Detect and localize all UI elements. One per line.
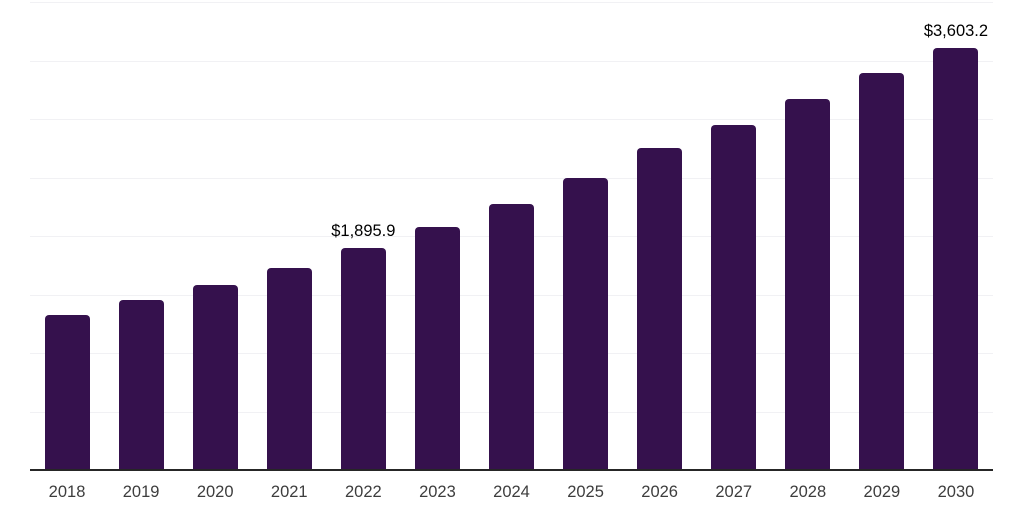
gridline — [30, 119, 993, 120]
bar-2021 — [266, 268, 312, 470]
x-tick-label-2028: 2028 — [789, 483, 827, 501]
x-tick-label-2024: 2024 — [493, 483, 530, 501]
x-tick-label-2023: 2023 — [419, 483, 456, 501]
x-tick-label-2022: 2022 — [344, 483, 382, 501]
x-tick-label-2018: 2018 — [48, 483, 86, 501]
plot-area: $1,895.9 $3,603.2 — [30, 2, 993, 470]
value-label-2022: $1,895.9 — [331, 222, 396, 241]
gridline — [30, 60, 993, 62]
bar-2027 — [711, 124, 757, 470]
bar-2018 — [44, 314, 90, 470]
x-tick-label-2020: 2020 — [196, 483, 234, 501]
bar-2023 — [414, 227, 460, 470]
x-tick-label-2027: 2027 — [715, 483, 753, 501]
bar-2025 — [563, 177, 609, 470]
bar-2024 — [489, 203, 534, 470]
x-tick-label-2030: 2030 — [937, 483, 975, 501]
value-label-2030: $3,603.2 — [923, 22, 989, 41]
bar-2019 — [118, 299, 164, 470]
x-axis-line — [30, 469, 993, 471]
bar-2028 — [785, 99, 831, 470]
bar-2020 — [192, 285, 238, 470]
x-tick-label-2026: 2026 — [641, 483, 678, 501]
bar-2022 — [340, 248, 386, 470]
x-tick-label-2025: 2025 — [567, 483, 604, 501]
gridline — [30, 2, 993, 3]
x-axis-labels: 2018 2019 2020 2021 2022 2023 2024 2025 2026 2027… — [0, 483, 1024, 505]
gridline — [30, 177, 993, 179]
x-tick-label-2029: 2029 — [863, 483, 901, 501]
x-tick-label-2021: 2021 — [270, 483, 308, 501]
bar-2026 — [637, 147, 683, 470]
bar-2030 — [933, 48, 979, 470]
bar-2029 — [859, 73, 905, 470]
x-tick-label-2019: 2019 — [122, 483, 160, 501]
